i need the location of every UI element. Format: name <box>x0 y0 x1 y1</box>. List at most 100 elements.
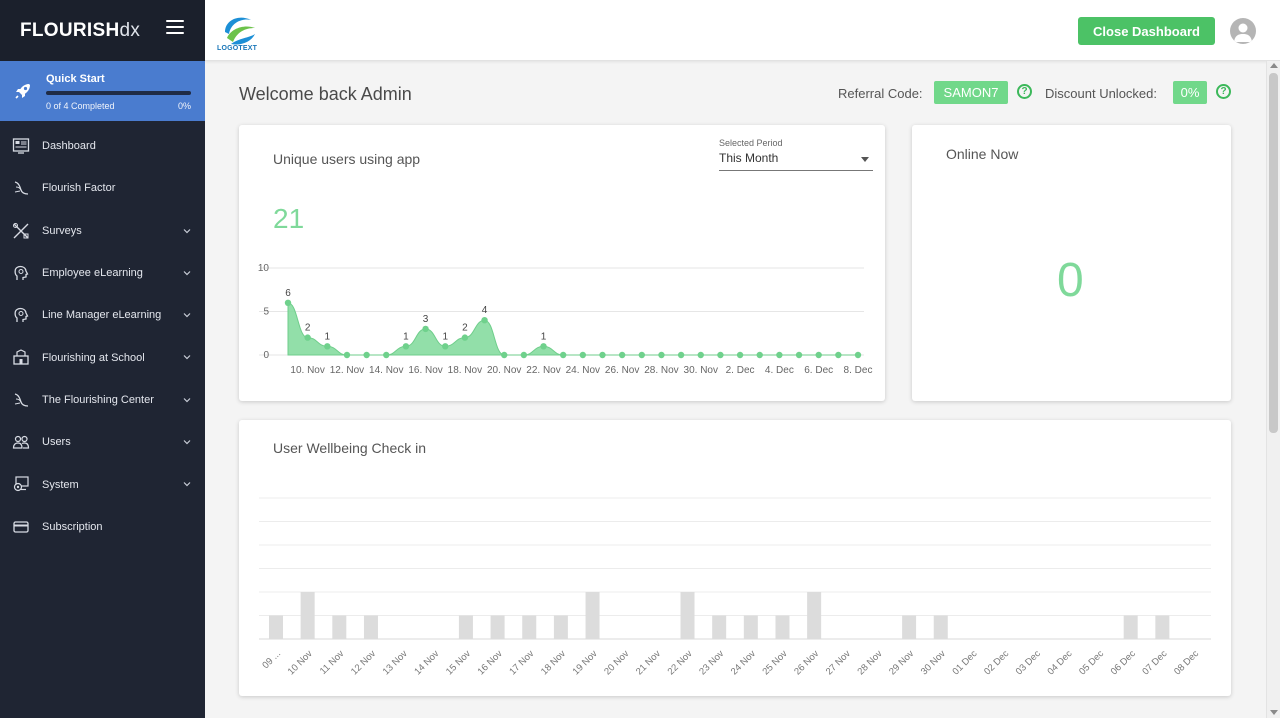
data-point <box>658 351 665 359</box>
chevron-down-icon <box>183 313 191 318</box>
sidebar-item-label: Line Manager eLearning <box>42 309 162 322</box>
surveys-icon <box>13 222 29 239</box>
scroll-down-arrow-icon[interactable] <box>1270 710 1278 715</box>
data-point <box>501 351 508 359</box>
referral-code-badge: SAMON7 <box>934 81 1008 104</box>
selected-period-dropdown[interactable]: This Month <box>719 151 873 171</box>
x-tick-label: 25 Nov <box>761 648 790 677</box>
scroll-up-arrow-icon[interactable] <box>1270 63 1278 68</box>
data-label: 4 <box>482 305 488 316</box>
sidebar-item-the-flourishing-center[interactable]: The Flourishing Center <box>0 379 205 421</box>
bar <box>458 615 473 639</box>
discount-unlocked-badge: 0% <box>1173 81 1207 104</box>
data-label: 2 <box>462 323 468 334</box>
data-label: 1 <box>403 331 409 342</box>
x-tick-label: 26. Nov <box>605 365 639 376</box>
bar <box>332 615 347 639</box>
unique-users-title: Unique users using app <box>273 151 421 167</box>
flourish-center-icon <box>14 393 29 407</box>
scrollbar-thumb[interactable] <box>1269 73 1278 433</box>
top-bar: LOGOTEXT Close Dashboard <box>205 0 1280 61</box>
bar <box>585 592 600 639</box>
data-point <box>756 351 763 359</box>
data-point <box>363 351 370 359</box>
head-icon <box>14 308 29 323</box>
x-tick-label: 03 Dec <box>1014 648 1043 677</box>
x-tick-label: 17 Nov <box>507 648 536 677</box>
x-tick-label: 10 Nov <box>286 648 315 677</box>
users-icon <box>12 435 30 449</box>
head-icon <box>14 265 29 280</box>
discount-help-icon[interactable]: ? <box>1216 84 1231 99</box>
x-tick-label: 28. Nov <box>644 365 678 376</box>
bar <box>363 615 378 639</box>
hamburger-menu-icon[interactable] <box>166 20 184 34</box>
unique-users-total: 21 <box>273 203 305 234</box>
x-tick-label: 02 Dec <box>982 648 1011 677</box>
x-tick-label: 21 Nov <box>634 648 663 677</box>
company-logo-icon[interactable] <box>217 8 261 56</box>
data-point <box>579 351 587 359</box>
data-point <box>284 299 292 306</box>
x-tick-label: 2. Dec <box>726 365 755 376</box>
data-point <box>736 351 744 359</box>
chevron-down-icon <box>183 228 191 233</box>
x-tick-label: 27 Nov <box>824 648 853 677</box>
x-tick-label: 14. Nov <box>369 365 403 376</box>
quick-start-panel[interactable]: Quick Start 0 of 4 Completed 0% <box>0 61 205 121</box>
data-point <box>324 343 331 350</box>
x-tick-label: 22 Nov <box>666 648 695 677</box>
online-now-value: 0 <box>1057 254 1084 307</box>
brand-logo[interactable]: FLOURISHdx <box>20 19 141 41</box>
x-tick-label: 08 Dec <box>1172 648 1201 677</box>
data-label: 1 <box>325 331 331 342</box>
user-avatar[interactable] <box>1230 18 1256 44</box>
sidebar: FLOURISHdx Quick Start 0 of 4 Completed … <box>0 0 205 718</box>
data-point <box>638 351 645 359</box>
data-point <box>677 351 685 359</box>
data-point <box>776 351 783 359</box>
x-tick-label: 23 Nov <box>697 648 726 677</box>
x-tick-label: 20. Nov <box>487 365 521 376</box>
data-label: 3 <box>423 314 429 325</box>
x-tick-label: 16 Nov <box>476 648 505 677</box>
x-tick-label: 28 Nov <box>856 648 885 677</box>
bar <box>807 592 822 639</box>
sidebar-item-flourish-factor[interactable]: Flourish Factor <box>0 167 205 209</box>
sidebar-item-label: System <box>42 478 79 491</box>
sidebar-item-employee-elearning[interactable]: Employee eLearning <box>0 252 205 294</box>
data-point <box>697 351 704 359</box>
sidebar-item-label: Flourishing at School <box>42 351 145 364</box>
x-tick-label: 22. Nov <box>526 365 560 376</box>
bar <box>1155 615 1170 639</box>
data-point <box>383 351 390 359</box>
wellbeing-chart: 09 ... 10 Nov 11 Nov 12 Nov 13 Nov 14 Nov 15 N… <box>259 497 1211 677</box>
sidebar-item-label: Users <box>42 436 71 449</box>
referral-help-icon[interactable]: ? <box>1017 84 1032 99</box>
flourish-factor-icon <box>14 181 29 195</box>
sidebar-item-dashboard[interactable]: Dashboard <box>0 125 205 167</box>
x-tick-label: 19 Nov <box>571 648 600 677</box>
data-point <box>559 351 567 359</box>
sidebar-item-flourishing-at-school[interactable]: Flourishing at School <box>0 336 205 378</box>
x-tick-label: 26 Nov <box>792 648 821 677</box>
x-tick-label: 18 Nov <box>539 648 568 677</box>
x-tick-label: 16. Nov <box>408 365 442 376</box>
x-tick-label: 6. Dec <box>804 365 833 376</box>
sidebar-item-subscription[interactable]: Subscription <box>0 506 205 548</box>
page-scrollbar[interactable] <box>1266 61 1280 718</box>
sidebar-item-surveys[interactable]: Surveys <box>0 210 205 252</box>
dropdown-caret-icon <box>861 157 869 162</box>
bar <box>490 615 505 639</box>
data-point <box>304 334 311 341</box>
dashboard-icon <box>12 138 30 154</box>
sidebar-item-system[interactable]: System <box>0 463 205 505</box>
x-tick-label: 06 Dec <box>1109 648 1138 677</box>
sidebar-item-users[interactable]: Users <box>0 421 205 463</box>
sidebar-item-line-manager-elearning[interactable]: Line Manager eLearning <box>0 294 205 336</box>
close-dashboard-button[interactable]: Close Dashboard <box>1078 17 1215 45</box>
data-label: 2 <box>305 323 311 334</box>
x-tick-label: 01 Dec <box>950 648 979 677</box>
data-point <box>481 317 488 324</box>
data-point <box>461 334 469 341</box>
